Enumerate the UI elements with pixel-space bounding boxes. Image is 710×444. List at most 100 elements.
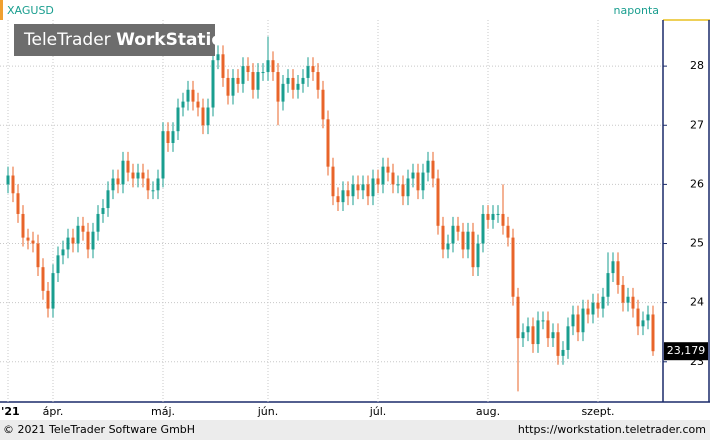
candle-body <box>101 208 105 214</box>
candle-body <box>31 240 35 244</box>
candle-body <box>21 213 25 238</box>
x-tick-label: máj. <box>151 405 175 418</box>
candle-body <box>46 290 50 309</box>
candle-body <box>281 83 285 102</box>
candle-body <box>116 178 120 185</box>
candle-body <box>346 190 350 197</box>
y-tick-label: 25 <box>690 237 704 250</box>
candle-body <box>261 72 265 74</box>
candle-body <box>91 231 95 250</box>
candle-body <box>206 107 210 126</box>
candle-body <box>51 273 55 309</box>
candle-body <box>156 178 160 191</box>
footer-right: https://workstation.teletrader.com <box>518 423 706 436</box>
candle-body <box>596 302 600 309</box>
candle-body <box>646 314 650 321</box>
candle-body <box>446 243 450 250</box>
candle-body <box>521 332 525 339</box>
candle-body <box>161 131 165 179</box>
watermark-box <box>14 24 215 56</box>
candle-body <box>81 225 85 232</box>
candle-body <box>591 302 595 315</box>
candle-body <box>311 66 315 73</box>
candle-body <box>541 320 545 322</box>
candle-body <box>266 60 270 73</box>
candle-body <box>226 77 230 96</box>
candle-body <box>251 72 255 90</box>
candle-body <box>121 160 125 185</box>
candle-body <box>341 190 345 203</box>
footer-bar <box>0 420 710 440</box>
candle-body <box>576 314 580 333</box>
candle-body <box>566 326 570 350</box>
candle-body <box>336 196 340 203</box>
candle-body <box>626 296 630 303</box>
candle-body <box>616 261 620 285</box>
candle-body <box>456 225 460 232</box>
candle-body <box>86 231 90 250</box>
candle-body <box>611 261 615 274</box>
watermark-product: WorkStation <box>116 30 235 50</box>
watermark-brand: TeleTrader <box>23 30 111 50</box>
candle-body <box>141 172 145 179</box>
candle-body <box>41 267 45 291</box>
candle-body <box>291 77 295 90</box>
candle-body <box>296 83 300 90</box>
candle-body <box>421 172 425 191</box>
candle-body <box>181 101 185 108</box>
last-price-box <box>664 342 708 361</box>
candle-body <box>601 296 605 309</box>
candle-body <box>96 213 100 232</box>
y-tick-label: 27 <box>690 118 704 131</box>
candle-body <box>151 190 155 192</box>
candle-body <box>471 231 475 268</box>
candle-body <box>351 184 355 197</box>
candle-body <box>506 225 510 238</box>
candle-body <box>126 160 130 173</box>
candle-body <box>306 66 310 78</box>
candle-body <box>66 237 70 250</box>
candle-body <box>366 184 370 197</box>
symbol-marker <box>0 0 3 20</box>
candle-body <box>411 172 415 179</box>
candle-body <box>401 184 405 197</box>
candle-body <box>56 255 60 274</box>
candle-body <box>501 213 505 226</box>
candle-body <box>491 213 495 220</box>
x-tick-label: '21 <box>1 405 20 418</box>
candle-body <box>436 178 440 226</box>
candle-body <box>396 184 400 186</box>
candle-body <box>166 131 170 143</box>
candle-body <box>191 89 195 102</box>
candle-body <box>36 243 40 268</box>
candle-body <box>356 184 360 191</box>
symbol: XAGUSD <box>7 4 54 17</box>
candle-body <box>136 172 140 179</box>
candle-body <box>321 89 325 120</box>
candle-body <box>476 243 480 268</box>
candle-body <box>26 237 30 241</box>
candle-body <box>391 172 395 185</box>
candle-body <box>76 225 80 244</box>
candle-body <box>516 296 520 339</box>
candle-body <box>416 172 420 191</box>
candle-body <box>246 66 250 73</box>
candle-body <box>331 166 335 197</box>
candle-body <box>371 178 375 197</box>
candle-body <box>556 332 560 356</box>
candle-body <box>381 166 385 185</box>
watermark: TeleTrader WorkStation <box>23 30 235 50</box>
candle-body <box>201 107 205 126</box>
candle-body <box>376 178 380 185</box>
candle-body <box>236 77 240 84</box>
period: naponta <box>614 4 659 17</box>
candle-body <box>146 178 150 191</box>
x-tick-label: szept. <box>581 405 614 418</box>
candle-body <box>271 60 275 73</box>
x-tick-label: júl. <box>369 405 387 418</box>
candle-body <box>496 213 500 215</box>
candle-body <box>221 54 225 78</box>
candle-body <box>171 131 175 143</box>
y-tick-label: 24 <box>690 296 704 309</box>
candle-body <box>186 89 190 102</box>
